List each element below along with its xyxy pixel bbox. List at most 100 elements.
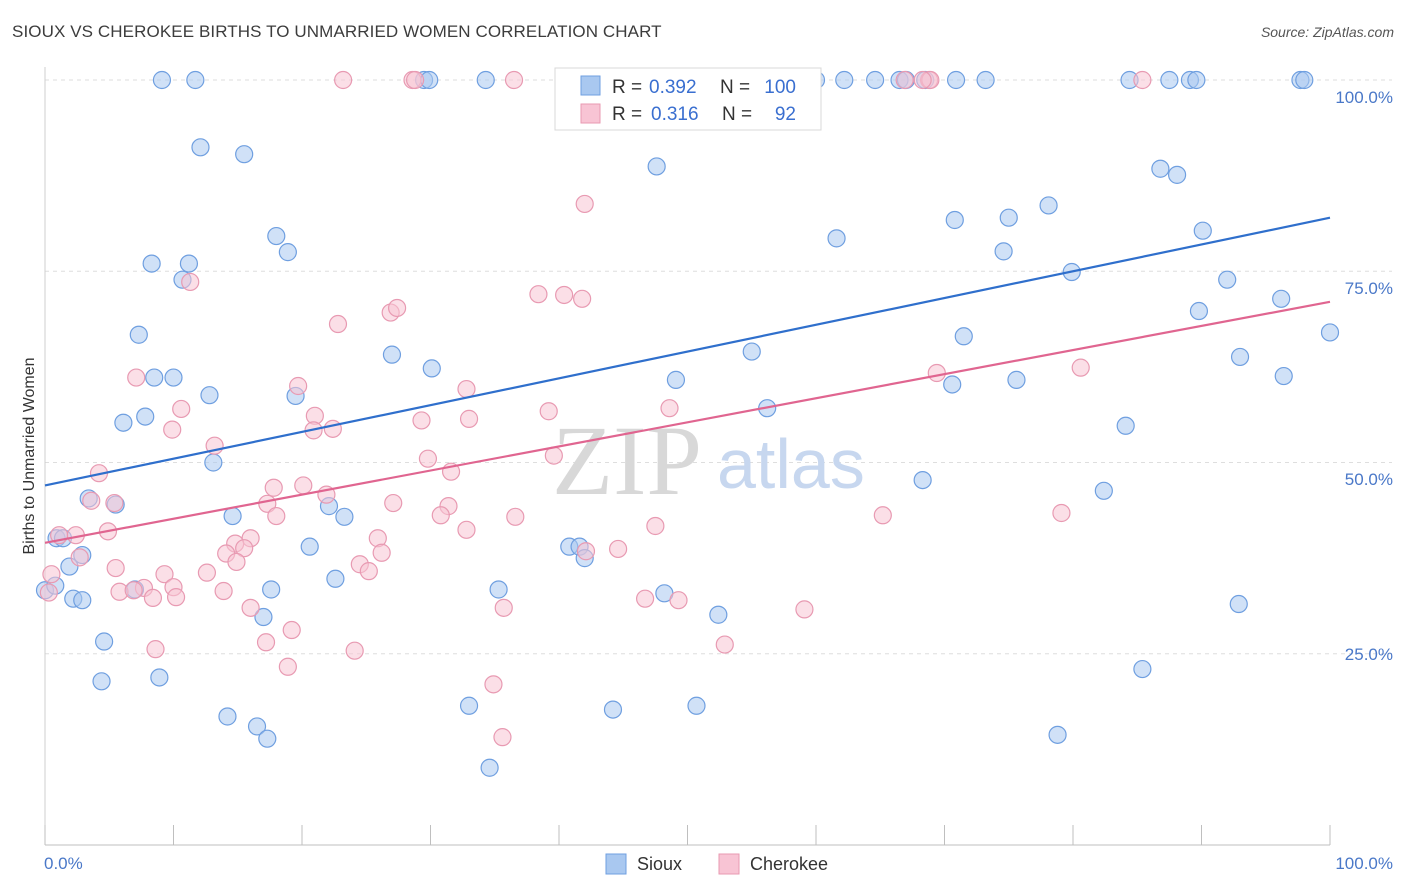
sioux-point — [1048, 725, 1067, 744]
sioux-point — [999, 208, 1018, 227]
cherokee-point — [484, 675, 503, 694]
sioux-point — [254, 607, 273, 627]
cherokee-point — [197, 563, 217, 582]
sioux-point — [1151, 159, 1170, 178]
cherokee-point — [873, 506, 892, 525]
cherokee-point — [181, 272, 200, 292]
sioux-point — [1230, 347, 1250, 367]
cherokee-point — [70, 548, 89, 567]
cherokee-point — [387, 298, 407, 318]
cherokee-point — [282, 620, 301, 640]
sioux-point — [1167, 165, 1187, 184]
cherokee-point — [384, 493, 403, 513]
cherokee-point — [146, 640, 165, 659]
sioux-point — [480, 758, 499, 777]
cherokee-point — [106, 558, 125, 578]
y-tick-label-100: 100.0% — [1335, 88, 1393, 107]
sioux-point — [95, 632, 114, 651]
sioux-point — [994, 242, 1013, 261]
bottom-legend: Sioux Cherokee — [605, 853, 828, 875]
legend-r-label-cherokee: R = — [612, 104, 642, 125]
cherokee-point — [172, 399, 191, 419]
sioux-point — [218, 707, 237, 726]
sioux-point — [1160, 70, 1179, 90]
sioux-point — [913, 470, 932, 490]
cherokee-point — [539, 402, 558, 421]
sioux-point — [267, 226, 286, 246]
sioux-point — [489, 580, 508, 599]
sioux-point — [666, 370, 686, 389]
cherokee-point — [163, 420, 182, 439]
cherokee-point — [418, 449, 438, 468]
cherokee-point — [105, 493, 124, 513]
cherokee-point — [669, 591, 688, 610]
cherokee-point — [328, 314, 348, 334]
legend-r-value-cherokee: 0.316 — [651, 104, 699, 125]
sioux-point — [647, 157, 666, 176]
cherokee-point — [493, 728, 512, 747]
cherokee-point — [1052, 503, 1071, 523]
cherokee-point — [372, 543, 391, 562]
sioux-point — [136, 407, 155, 426]
x-tick-label-100: 100.0% — [1335, 854, 1393, 873]
sioux-point — [687, 696, 706, 715]
cherokee-point — [39, 583, 58, 602]
legend-n-label-sioux: N = — [720, 77, 750, 98]
cherokee-point — [155, 565, 174, 584]
sioux-point — [179, 254, 199, 273]
cherokee-point — [345, 641, 364, 660]
sioux-point — [1274, 366, 1293, 386]
cherokee-point — [457, 379, 476, 399]
sioux-point — [1133, 659, 1152, 679]
cherokee-point — [459, 409, 479, 428]
legend-n-value-cherokee: 92 — [775, 104, 796, 125]
cherokee-point — [494, 598, 513, 617]
sioux-point — [943, 375, 962, 394]
sioux-point — [603, 700, 623, 719]
cherokee-point — [660, 399, 679, 418]
y-axis-title: Births to Unmarried Women — [21, 357, 38, 554]
legend-swatch-sioux — [580, 75, 601, 96]
sioux-point — [1039, 196, 1058, 215]
sioux-point — [1187, 70, 1206, 90]
cherokee-point — [166, 588, 186, 607]
sioux-point — [709, 605, 728, 624]
cherokee-point — [609, 539, 628, 559]
sioux-point — [129, 325, 148, 344]
source-label: Source: ZipAtlas.com — [1260, 24, 1394, 40]
cherokee-point — [405, 70, 425, 90]
y-tick-label-75: 75.0% — [1345, 279, 1393, 298]
sioux-point — [326, 569, 345, 588]
cherokee-point — [227, 552, 246, 572]
cherokee-point — [715, 635, 734, 654]
sioux-point — [200, 386, 219, 405]
sioux-point — [976, 70, 995, 90]
sioux-point — [1007, 370, 1026, 389]
sioux-point — [742, 342, 761, 361]
trend-lines — [44, 216, 1331, 544]
sioux-point — [150, 668, 169, 687]
cherokee-point — [235, 539, 254, 558]
sioux-point — [164, 368, 183, 387]
sioux-point — [827, 229, 846, 248]
cherokee-point — [457, 520, 476, 539]
sioux-point — [145, 368, 164, 387]
sioux-point — [1295, 70, 1314, 90]
cherokee-point — [575, 194, 594, 214]
cherokee-point — [544, 446, 563, 465]
cherokee-point — [431, 506, 450, 525]
sioux-point — [92, 672, 111, 691]
cherokee-point — [1071, 358, 1090, 377]
sioux-point — [1218, 270, 1237, 289]
cherokee-point — [795, 600, 814, 619]
sioux-point — [191, 138, 210, 157]
cherokee-point — [412, 411, 431, 430]
cherokee-point — [42, 565, 61, 584]
cherokee-point — [124, 581, 143, 600]
sioux-point — [946, 70, 966, 90]
sioux-point — [247, 717, 267, 736]
cherokee-point — [241, 598, 260, 617]
sioux-point — [142, 254, 161, 273]
sioux-point — [204, 453, 223, 472]
sioux-point — [114, 413, 133, 432]
